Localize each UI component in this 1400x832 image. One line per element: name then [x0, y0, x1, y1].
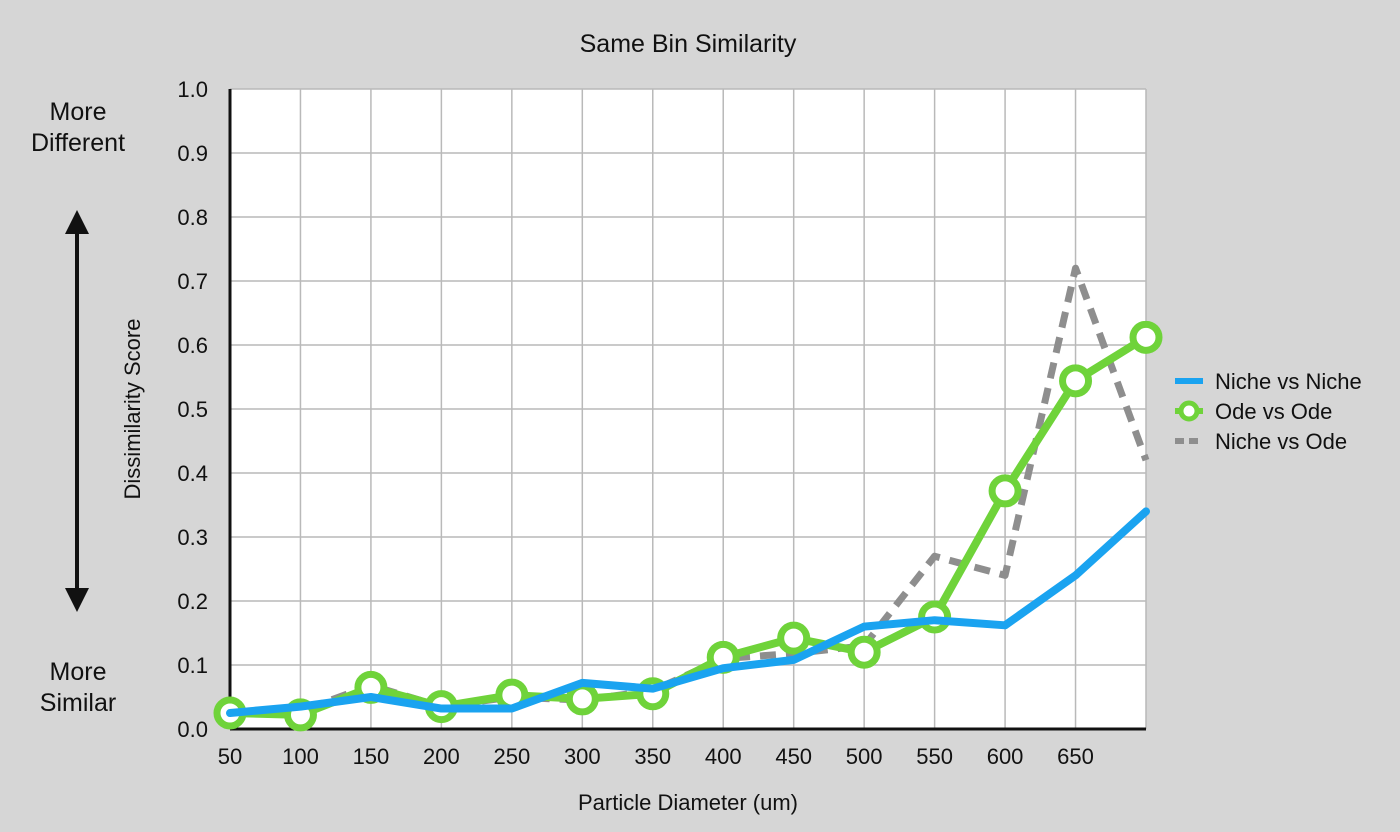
data-point — [847, 635, 881, 669]
y-tick-label: 0.8 — [177, 205, 208, 230]
x-tick-label: 150 — [353, 744, 390, 769]
y-tick-label: 0.4 — [177, 461, 208, 486]
legend-label: Niche vs Niche — [1215, 369, 1362, 394]
more-different-label: More Different — [30, 98, 126, 157]
data-point — [988, 474, 1022, 508]
y-tick-label: 0.3 — [177, 525, 208, 550]
y-tick-label: 0.0 — [177, 717, 208, 742]
x-tick-label: 550 — [916, 744, 953, 769]
legend-item: Niche vs Niche — [1175, 369, 1362, 394]
legend-label: Ode vs Ode — [1215, 399, 1332, 424]
x-tick-label: 350 — [634, 744, 671, 769]
y-tick-label: 0.2 — [177, 589, 208, 614]
y-tick-label: 0.5 — [177, 397, 208, 422]
legend-item: Ode vs Ode — [1175, 399, 1332, 424]
chart-title: Same Bin Similarity — [580, 30, 797, 58]
legend-label: Niche vs Ode — [1215, 429, 1347, 454]
x-tick-label: 600 — [987, 744, 1024, 769]
x-tick-label: 500 — [846, 744, 883, 769]
x-axis-label: Particle Diameter (um) — [578, 790, 798, 815]
y-tick-label: 0.9 — [177, 141, 208, 166]
legend-swatch-marker — [1178, 400, 1200, 422]
data-point — [1129, 320, 1163, 354]
y-tick-label: 0.1 — [177, 653, 208, 678]
y-tick-label: 0.6 — [177, 333, 208, 358]
data-point — [1059, 364, 1093, 398]
x-tick-label: 650 — [1057, 744, 1094, 769]
x-tick-label: 100 — [282, 744, 319, 769]
x-tick-label: 50 — [218, 744, 242, 769]
x-tick-label: 250 — [493, 744, 530, 769]
y-tick-label: 1.0 — [177, 77, 208, 102]
more-similar-label: More Similar — [39, 658, 117, 717]
x-tick-label: 450 — [775, 744, 812, 769]
series-niche-vs-niche — [226, 507, 1150, 717]
x-tick-label: 300 — [564, 744, 601, 769]
legend-item: Niche vs Ode — [1175, 429, 1347, 454]
x-tick-label: 200 — [423, 744, 460, 769]
y-axis-label: Dissimilarity Score — [120, 319, 145, 500]
series-line — [226, 507, 1150, 717]
axes — [228, 89, 1146, 731]
data-point — [777, 621, 811, 655]
y-tick-label: 0.7 — [177, 269, 208, 294]
legend: Niche vs Niche Ode vs Ode Niche vs Ode — [1175, 369, 1362, 454]
series-layer — [213, 264, 1163, 732]
x-tick-label: 400 — [705, 744, 742, 769]
tick-labels: 0.0 0.1 0.2 0.3 0.4 0.5 0.6 0.7 0.8 0.9 1.0 50 100 15… — [177, 77, 1093, 769]
